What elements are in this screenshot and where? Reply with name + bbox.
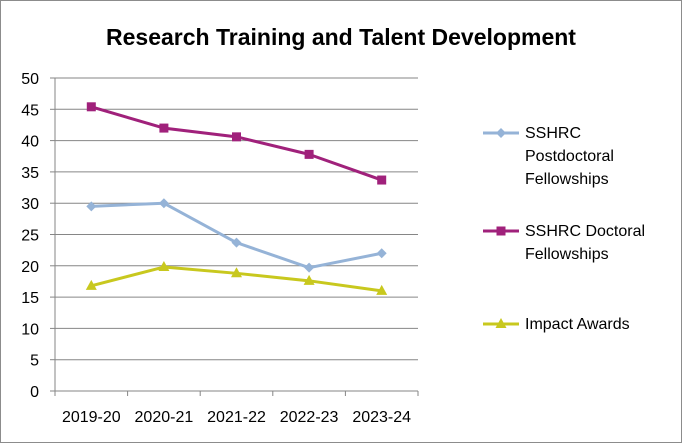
series-line-1 [90, 105, 383, 182]
legend-marker-0 [496, 128, 506, 138]
x-tick-label: 2023-24 [352, 409, 411, 426]
legend-label: SSHRC [525, 125, 581, 142]
data-point [376, 284, 388, 295]
data-point [159, 123, 169, 133]
legend-label: Fellowships [525, 246, 609, 263]
y-tick-label: 45 [21, 102, 39, 119]
legend: SSHRC Postdoctoral Fellowships SSHRC Doctor… [483, 125, 645, 333]
data-point [231, 267, 242, 278]
x-tick-label: 2020-21 [135, 409, 194, 426]
legend-label: Fellowships [525, 171, 609, 188]
axes: 0 5 10 15 20 25 30 35 40 45 50 2019-20 2020-21 2021-2… [21, 71, 419, 426]
series-group [85, 102, 388, 295]
y-tick-label: 50 [21, 71, 39, 88]
y-tick-label: 25 [21, 228, 39, 245]
y-tick-label: 0 [30, 384, 39, 401]
series-line-0 [91, 201, 382, 270]
data-point [231, 237, 242, 248]
chart-title: Research Training and Talent Development [106, 24, 576, 50]
data-point [376, 248, 387, 259]
legend-label: SSHRC Doctoral [525, 223, 645, 240]
data-point [158, 198, 169, 209]
y-tick-label: 10 [21, 321, 39, 338]
data-point [377, 175, 387, 185]
y-tick-label: 30 [21, 196, 39, 213]
y-tick-label: 40 [21, 134, 39, 151]
legend-marker-1 [496, 226, 506, 236]
data-point [158, 261, 170, 272]
y-tick-label: 35 [21, 165, 39, 182]
data-point [303, 274, 315, 285]
legend-marker-2 [495, 318, 507, 328]
x-tick-label: 2021-22 [207, 409, 266, 426]
data-point [86, 201, 97, 212]
data-point [304, 149, 314, 159]
legend-label: Impact Awards [525, 316, 630, 333]
gridlines [55, 77, 418, 361]
y-tick-label: 20 [21, 259, 39, 276]
y-tick-label: 5 [30, 353, 39, 370]
data-point [304, 262, 315, 273]
y-tick-label: 15 [21, 290, 39, 307]
x-tick-label: 2022-23 [280, 409, 339, 426]
data-point [86, 102, 96, 112]
data-point [85, 279, 97, 290]
x-tick-label: 2019-20 [62, 409, 121, 426]
legend-label: Postdoctoral [525, 148, 614, 165]
data-point [232, 132, 241, 142]
